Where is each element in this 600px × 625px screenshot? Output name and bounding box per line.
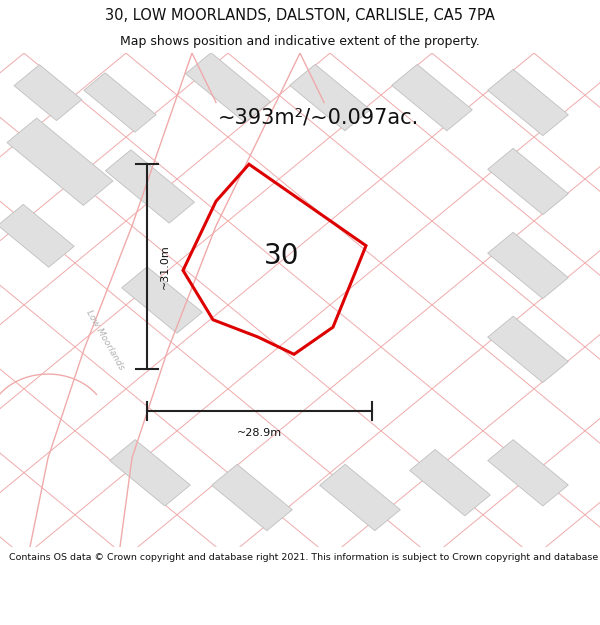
Polygon shape [392,64,472,131]
Text: ~393m²/~0.097ac.: ~393m²/~0.097ac. [217,107,419,127]
Polygon shape [212,464,292,531]
Polygon shape [488,148,568,214]
Polygon shape [106,150,194,223]
Polygon shape [14,65,82,121]
Polygon shape [488,439,568,506]
Polygon shape [122,267,202,333]
Polygon shape [488,232,568,299]
Polygon shape [0,204,74,268]
Polygon shape [185,52,271,122]
Polygon shape [410,449,490,516]
Polygon shape [320,464,400,531]
Polygon shape [110,439,190,506]
Polygon shape [488,69,568,136]
Polygon shape [488,316,568,382]
Polygon shape [7,118,113,206]
Polygon shape [290,64,370,131]
Text: ~31.0m: ~31.0m [160,244,170,289]
Polygon shape [84,73,156,132]
Text: Low Moorlands: Low Moorlands [84,308,126,371]
Text: Contains OS data © Crown copyright and database right 2021. This information is : Contains OS data © Crown copyright and d… [9,553,600,562]
Text: ~28.9m: ~28.9m [237,428,282,438]
Text: Map shows position and indicative extent of the property.: Map shows position and indicative extent… [120,35,480,48]
Text: 30: 30 [264,241,300,269]
Text: 30, LOW MOORLANDS, DALSTON, CARLISLE, CA5 7PA: 30, LOW MOORLANDS, DALSTON, CARLISLE, CA… [105,8,495,23]
